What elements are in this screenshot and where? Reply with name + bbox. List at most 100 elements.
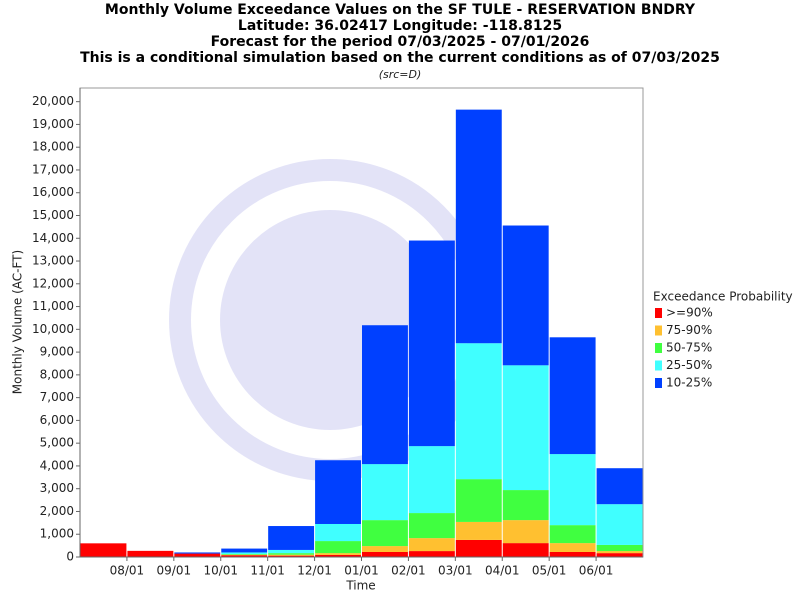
bar-segment [268,554,315,556]
plot-area [79,87,644,558]
bar-segment [408,513,455,539]
bar-segment [362,520,408,547]
y-tick-label: 12,000 [32,276,74,290]
bar-segment [80,543,127,557]
bar-segment [455,479,502,522]
chart-title: Monthly Volume Exceedance Values on the … [105,2,696,18]
chart-title: Latitude: 36.02417 Longitude: -118.8125 [238,18,562,34]
y-tick-label: 13,000 [32,254,74,268]
x-axis-label: Time [345,579,375,593]
y-axis-label: Monthly Volume (AC-FT) [11,250,25,394]
legend-label: 25-50% [666,358,712,372]
bar-segment [502,490,549,521]
bar-segment [315,523,361,542]
bar-segment [268,526,315,550]
bar-segment [549,337,596,455]
y-tick-label: 3,000 [40,481,74,495]
bar-segment [455,521,502,540]
bar-segment [502,225,549,366]
bar-segment [408,240,455,447]
y-tick-label: 0 [66,550,74,564]
x-tick-label: 02/01 [391,564,426,578]
y-tick-label: 10,000 [32,322,74,336]
bar-segment [549,543,596,552]
y-tick-label: 15,000 [32,208,74,222]
chart-title: This is a conditional simulation based o… [80,50,720,66]
y-tick-label: 4,000 [40,458,74,472]
bar-segment [268,555,315,557]
y-tick-label: 9,000 [40,345,74,359]
bar-segment [502,520,549,544]
y-tick-label: 19,000 [32,117,74,131]
legend-title: Exceedance Probability [653,290,793,304]
bar-segment [408,538,455,552]
x-tick-label: 10/01 [203,564,238,578]
legend-label: 75-90% [666,323,712,337]
y-tick-label: 11,000 [32,299,74,313]
legend-label: 50-75% [666,341,712,355]
bar-segment [596,544,643,552]
bar-segment [268,553,315,555]
bar-segment [127,550,174,557]
x-tick-label: 06/01 [579,564,614,578]
bar-segment [315,554,361,557]
bar-segment [596,553,643,557]
bar-segment [549,551,596,557]
y-tick-label: 14,000 [32,231,74,245]
bar-segment [596,468,643,505]
bar-segment [315,553,361,555]
x-tick-label: 12/01 [297,564,332,578]
bar-segment [221,552,268,555]
bar-segment [174,552,221,554]
bar-segment [221,554,268,555]
x-tick-label: 01/01 [344,564,379,578]
bar-segment [455,539,502,557]
x-tick-label: 04/01 [485,564,520,578]
y-tick-label: 8,000 [40,367,74,381]
x-tick-label: 03/01 [438,564,473,578]
bar-segment [408,446,455,514]
y-tick-label: 7,000 [40,390,74,404]
bar-segment [455,343,502,480]
legend-swatch [655,343,662,353]
y-tick-label: 18,000 [32,140,74,154]
bar-segment [362,551,408,557]
bar-segment [408,551,455,557]
bar-segment [596,551,643,554]
bar-segment [596,504,643,545]
y-tick-label: 2,000 [40,504,74,518]
y-tick-label: 6,000 [40,413,74,427]
chart-title: Forecast for the period 07/03/2025 - 07/… [211,34,590,50]
x-tick-label: 11/01 [250,564,285,578]
legend-swatch [655,308,662,318]
y-tick-label: 20,000 [32,94,74,108]
bar-segment [502,365,549,491]
subtitle: (src=D) [379,68,422,81]
bar-segment [549,454,596,526]
y-tick-label: 1,000 [40,527,74,541]
bar-segment [315,460,361,524]
x-tick-label: 09/01 [157,564,192,578]
bar-segment [362,325,408,465]
legend-swatch [655,378,662,388]
bar-segment [455,109,502,344]
x-tick-label: 08/01 [110,564,145,578]
bar-segment [362,546,408,552]
legend-swatch [655,325,662,336]
bar-segment [502,543,549,557]
legend-label: >=90% [666,306,713,320]
y-tick-label: 5,000 [40,436,74,450]
bar-segment [174,553,221,557]
bar-segment [221,548,268,553]
bar-segment [221,555,268,557]
y-tick-label: 16,000 [32,185,74,199]
bar-segment [315,541,361,554]
legend-label: 10-25% [666,376,712,390]
x-tick-label: 05/01 [532,564,567,578]
legend-swatch [655,360,662,371]
bar-segment [268,549,315,554]
bar-segment [549,525,596,544]
y-tick-label: 17,000 [32,162,74,176]
